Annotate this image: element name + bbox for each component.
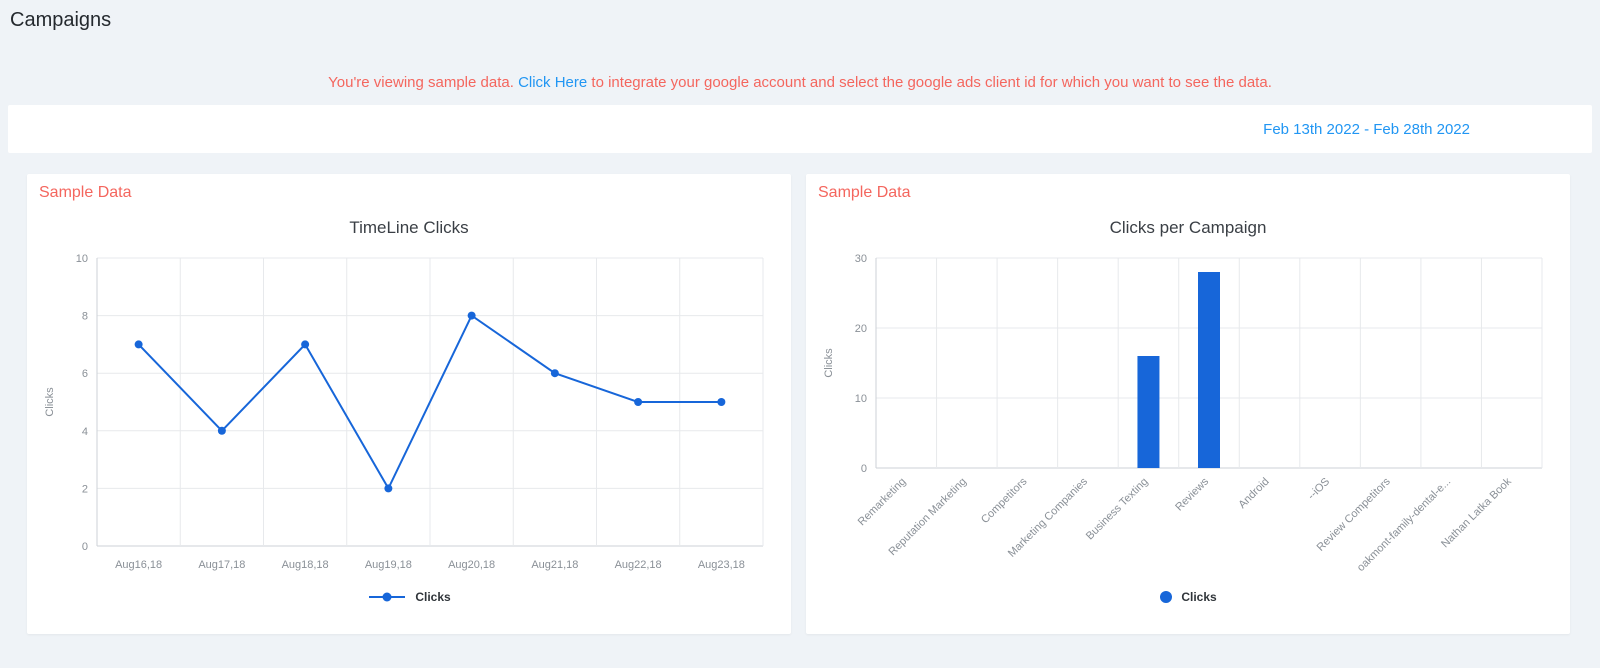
y-tick-label: 2 bbox=[82, 483, 88, 495]
x-tick-label: Aug22,18 bbox=[615, 559, 662, 571]
x-tick-label: Remarketing bbox=[856, 476, 909, 529]
x-tick-label: Aug21,18 bbox=[531, 559, 578, 571]
x-tick-label: Aug23,18 bbox=[698, 559, 745, 571]
date-range-picker[interactable]: Feb 13th 2022 - Feb 28th 2022 bbox=[1263, 120, 1470, 138]
sample-data-notice: You're viewing sample data. Click Here t… bbox=[0, 74, 1600, 91]
clicks-per-campaign-legend[interactable]: Clicks bbox=[818, 590, 1558, 604]
bar bbox=[1137, 356, 1160, 468]
timeline-clicks-card: Sample Data TimeLine Clicks 0 2 4 6 8 10 Aug16… bbox=[27, 174, 791, 634]
clicks-per-campaign-card: Sample Data Clicks per Campaign 0 10 20 30 R… bbox=[806, 174, 1570, 634]
x-tick-label: Aug16,18 bbox=[115, 559, 162, 571]
toolbar: Feb 13th 2022 - Feb 28th 2022 bbox=[8, 105, 1592, 153]
x-tick-label: Competitors bbox=[979, 475, 1030, 526]
y-tick-label: 8 bbox=[82, 311, 88, 323]
y-tick-label: 0 bbox=[82, 541, 88, 553]
data-point bbox=[134, 340, 143, 349]
data-point bbox=[717, 398, 726, 406]
data-point bbox=[550, 369, 559, 378]
notice-text-prefix: You're viewing sample data. bbox=[328, 74, 514, 91]
circle-legend-marker-icon bbox=[1160, 591, 1173, 603]
y-axis-label: Clicks bbox=[823, 348, 835, 378]
y-tick-label: 0 bbox=[861, 463, 867, 475]
timeline-clicks-chart-title: TimeLine Clicks bbox=[349, 218, 469, 237]
sample-data-badge: Sample Data bbox=[818, 184, 911, 201]
line-series bbox=[137, 314, 722, 491]
x-tick-label: Aug17,18 bbox=[198, 559, 245, 571]
notice-click-here-link[interactable]: Click Here bbox=[518, 74, 588, 91]
timeline-clicks-line-chart: 0 2 4 6 8 10 Aug16,18 Aug17,18 Aug18,18 Aug19,18 A… bbox=[44, 253, 764, 571]
data-point bbox=[301, 340, 310, 349]
x-tick-label: Android bbox=[1236, 476, 1271, 511]
y-tick-label: 20 bbox=[855, 323, 867, 335]
y-tick-label: 30 bbox=[855, 253, 867, 265]
y-tick-label: 10 bbox=[76, 253, 88, 265]
charts-row: Sample Data TimeLine Clicks 0 2 4 6 8 10 Aug16… bbox=[27, 174, 1570, 634]
x-tick-label: --iOS bbox=[1306, 476, 1333, 503]
clicks-per-campaign-chart-title: Clicks per Campaign bbox=[1109, 218, 1267, 237]
campaigns-page: Campaigns You're viewing sample data. Cl… bbox=[0, 9, 1600, 634]
y-tick-label: 4 bbox=[82, 426, 88, 438]
sample-data-badge: Sample Data bbox=[39, 184, 132, 201]
data-point bbox=[384, 484, 393, 493]
x-tick-label: Business Texting bbox=[1084, 476, 1151, 543]
page-title: Campaigns bbox=[10, 9, 112, 31]
data-point bbox=[467, 311, 476, 320]
x-tick-label: Reviews bbox=[1173, 475, 1211, 513]
notice-text-suffix: to integrate your google account and sel… bbox=[591, 74, 1272, 91]
y-axis-label: Clicks bbox=[44, 387, 56, 417]
legend-label: Clicks bbox=[415, 590, 451, 604]
line-legend-marker-icon bbox=[369, 592, 406, 602]
y-tick-label: 10 bbox=[855, 393, 867, 405]
data-point bbox=[217, 426, 226, 435]
x-tick-label: Aug18,18 bbox=[282, 559, 329, 571]
y-tick-label: 6 bbox=[82, 368, 88, 380]
x-tick-label: Aug19,18 bbox=[365, 559, 412, 571]
x-tick-label: Aug20,18 bbox=[448, 559, 495, 571]
timeline-clicks-legend[interactable]: Clicks bbox=[39, 590, 779, 604]
bar bbox=[1198, 272, 1220, 468]
legend-label: Clicks bbox=[1181, 590, 1217, 604]
data-point bbox=[634, 398, 643, 406]
